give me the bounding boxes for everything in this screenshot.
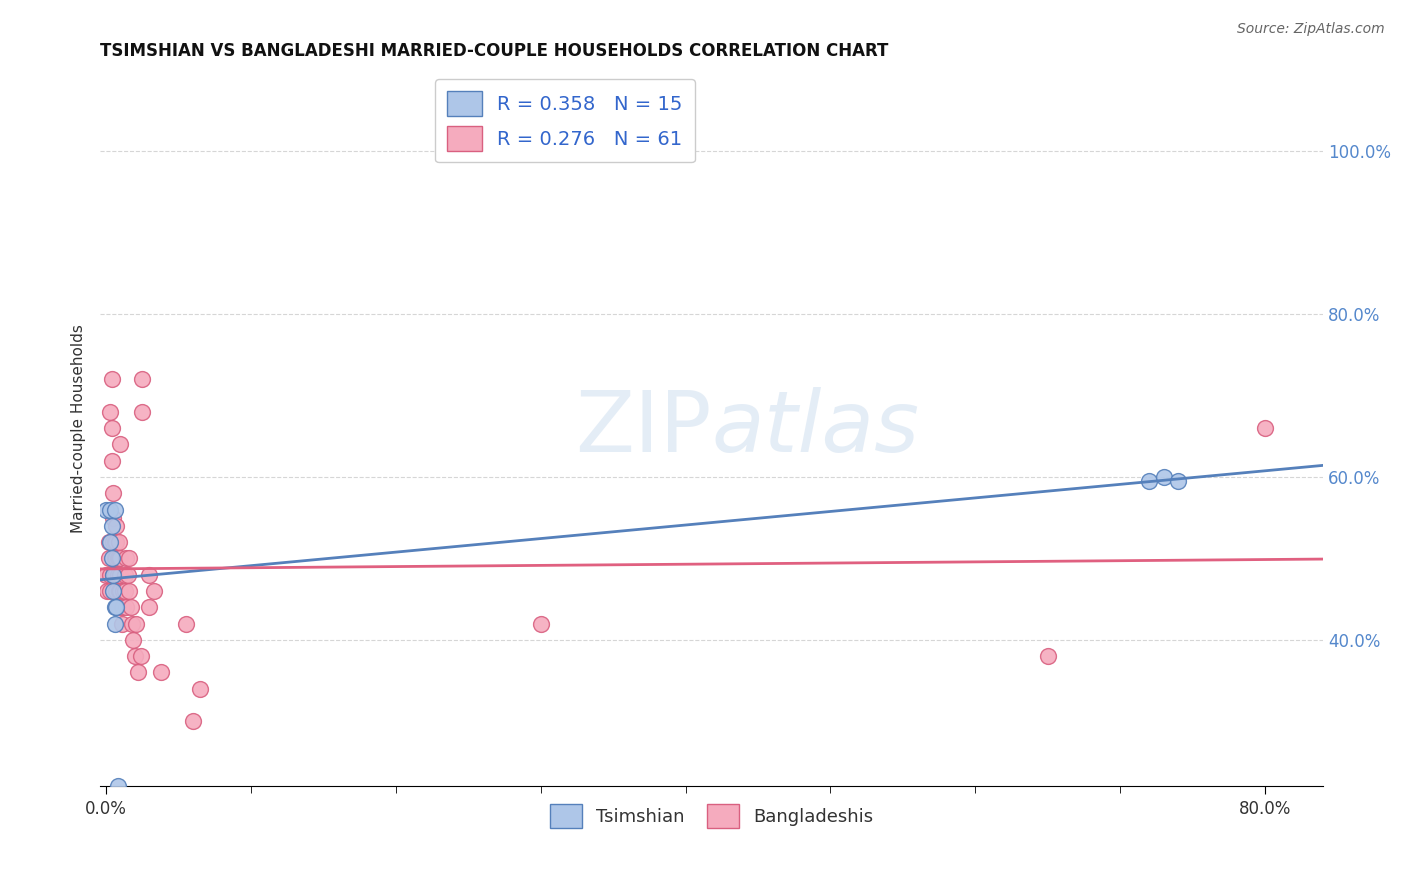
Point	[188, 681, 211, 696]
Text: ZIP: ZIP	[575, 386, 711, 469]
Point	[138, 600, 160, 615]
Point	[104, 567, 127, 582]
Point	[100, 518, 122, 533]
Point	[94, 567, 117, 582]
Point	[105, 600, 128, 615]
Point	[108, 551, 131, 566]
Point	[100, 372, 122, 386]
Point	[107, 600, 129, 615]
Point	[101, 510, 124, 524]
Point	[1137, 474, 1160, 488]
Point	[530, 616, 553, 631]
Point	[142, 584, 165, 599]
Point	[105, 551, 128, 566]
Point	[115, 551, 138, 566]
Point	[98, 405, 121, 419]
Point	[114, 584, 136, 599]
Point	[127, 665, 149, 680]
Point	[125, 616, 148, 631]
Point	[150, 665, 173, 680]
Point	[110, 567, 132, 582]
Point	[110, 584, 132, 599]
Point	[94, 502, 117, 516]
Point	[101, 486, 124, 500]
Point	[104, 535, 127, 549]
Point	[97, 551, 120, 566]
Point	[105, 584, 128, 599]
Point	[129, 649, 152, 664]
Point	[101, 584, 124, 599]
Point	[1036, 649, 1059, 664]
Point	[120, 600, 142, 615]
Point	[104, 551, 127, 566]
Text: TSIMSHIAN VS BANGLADESHI MARRIED-COUPLE HOUSEHOLDS CORRELATION CHART: TSIMSHIAN VS BANGLADESHI MARRIED-COUPLE …	[100, 42, 889, 60]
Point	[138, 567, 160, 582]
Point	[121, 616, 143, 631]
Point	[112, 584, 135, 599]
Point	[131, 405, 153, 419]
Point	[107, 567, 129, 582]
Point	[181, 714, 204, 729]
Point	[98, 502, 121, 516]
Point	[118, 551, 141, 566]
Point	[107, 780, 129, 794]
Text: Source: ZipAtlas.com: Source: ZipAtlas.com	[1237, 22, 1385, 37]
Point	[1167, 474, 1189, 488]
Text: atlas: atlas	[711, 386, 920, 469]
Point	[174, 616, 197, 631]
Point	[131, 372, 153, 386]
Point	[100, 453, 122, 467]
Point	[98, 567, 121, 582]
Point	[104, 502, 127, 516]
Point	[101, 567, 124, 582]
Point	[112, 600, 135, 615]
Point	[118, 584, 141, 599]
Point	[111, 616, 134, 631]
Point	[122, 632, 145, 647]
Point	[98, 584, 121, 599]
Point	[104, 600, 127, 615]
Point	[105, 535, 128, 549]
Point	[115, 600, 138, 615]
Point	[101, 567, 124, 582]
Point	[97, 535, 120, 549]
Point	[110, 437, 132, 451]
Y-axis label: Married-couple Households: Married-couple Households	[72, 324, 86, 533]
Point	[1254, 421, 1277, 435]
Point	[114, 567, 136, 582]
Point	[110, 551, 132, 566]
Point	[98, 535, 121, 549]
Legend: Tsimshian, Bangladeshis: Tsimshian, Bangladeshis	[543, 797, 882, 835]
Point	[100, 421, 122, 435]
Point	[100, 551, 122, 566]
Point	[111, 600, 134, 615]
Point	[104, 616, 127, 631]
Point	[124, 649, 146, 664]
Point	[108, 535, 131, 549]
Point	[108, 584, 131, 599]
Point	[105, 518, 128, 533]
Point	[101, 535, 124, 549]
Point	[1153, 470, 1175, 484]
Point	[107, 551, 129, 566]
Point	[117, 567, 139, 582]
Point	[96, 584, 118, 599]
